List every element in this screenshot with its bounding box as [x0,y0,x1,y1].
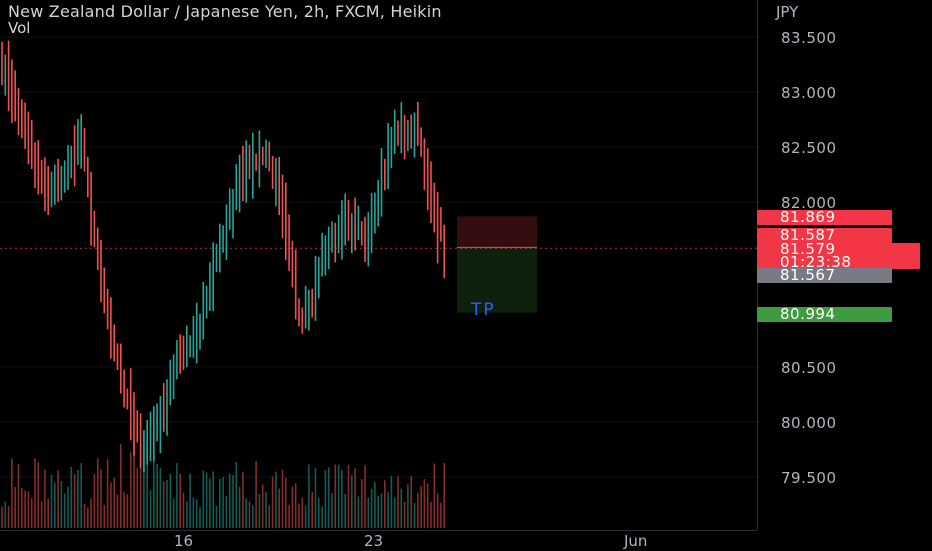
last-price-value: 81.579 [780,240,836,258]
time-tick: 23 [364,532,384,550]
chart-title: New Zealand Dollar / Japanese Yen, 2h, F… [8,2,442,21]
time-tick: 16 [174,532,194,550]
take-profit-price-tag: 80.994 [757,307,892,322]
time-axis[interactable] [0,530,757,551]
price-tick: 82.000 [781,194,837,212]
last-price-tag: 81.579 01:23:38 [757,240,920,271]
bar-countdown: 01:23:38 [780,253,852,271]
take-profit-label: TP [471,300,496,320]
price-tick: 82.500 [781,139,837,157]
chart-canvas[interactable] [0,0,760,530]
entry-price-tag: 81.587 [757,228,892,243]
volume-indicator-label[interactable]: Vol [8,19,31,37]
stop-loss-zone [457,216,537,248]
price-tick: 79.500 [781,469,837,487]
price-tick: 80.000 [781,414,837,432]
price-tick: 83.000 [781,84,837,102]
take-profit-zone [457,247,537,313]
previous-close-price-tag: 81.567 [757,268,892,283]
time-tick: Jun [624,532,648,550]
price-tick: 80.500 [781,359,837,377]
chart-area[interactable] [0,0,760,530]
price-tick: 83.500 [781,29,837,47]
stop-loss-price-tag: 81.869 [757,210,892,225]
price-axis-currency: JPY [776,3,799,21]
